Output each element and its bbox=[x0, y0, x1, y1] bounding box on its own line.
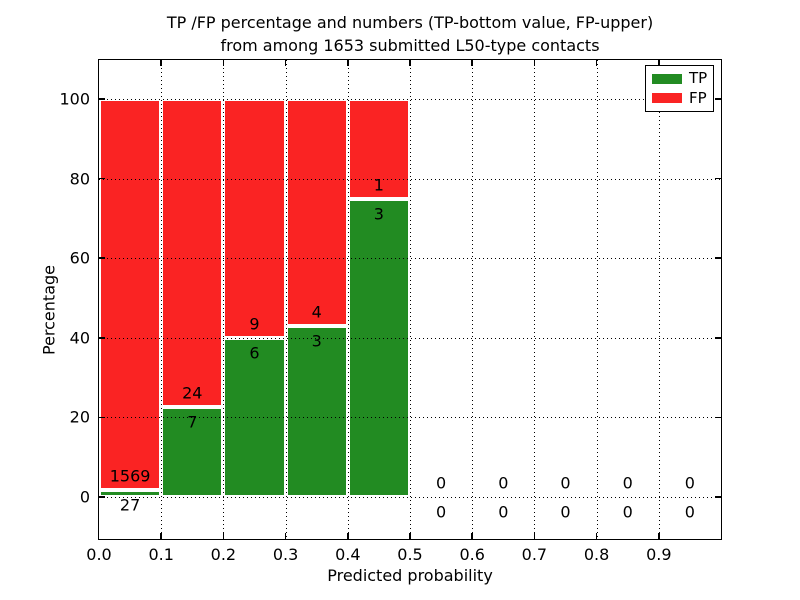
chart-title-line2: from among 1653 submitted L50-type conta… bbox=[220, 36, 600, 55]
fp-legend-swatch bbox=[652, 93, 682, 104]
chart-title-line1: TP /FP percentage and numbers (TP-bottom… bbox=[166, 13, 654, 32]
tp-count-label: 0 bbox=[498, 502, 509, 522]
x-tick bbox=[409, 60, 411, 66]
fp-legend-label: FP bbox=[689, 88, 707, 107]
tp-legend-swatch bbox=[652, 73, 682, 84]
x-tick bbox=[658, 533, 660, 539]
x-tick bbox=[533, 60, 536, 66]
legend-item-tp: TP bbox=[646, 71, 713, 86]
fp-count-label: 0 bbox=[436, 473, 447, 493]
x-tick-label: 0.3 bbox=[272, 545, 299, 564]
y-tick bbox=[715, 98, 721, 100]
v-gridline bbox=[472, 60, 474, 539]
tp-count-label: 0 bbox=[684, 502, 695, 522]
y-tick-label: 20 bbox=[69, 407, 90, 427]
tp-count-label: 3 bbox=[311, 331, 322, 351]
x-tick-label: 0.9 bbox=[646, 545, 672, 564]
x-tick bbox=[658, 60, 660, 66]
v-gridline bbox=[347, 60, 349, 539]
tp-bar bbox=[347, 198, 410, 497]
x-tick bbox=[284, 60, 287, 66]
y-tick-label: 0 bbox=[79, 487, 90, 507]
tp-count-label: 6 bbox=[249, 343, 260, 363]
x-tick-label: 0.2 bbox=[210, 545, 237, 564]
y-tick-label: 40 bbox=[69, 328, 90, 348]
y-tick bbox=[715, 337, 721, 339]
y-tick bbox=[715, 496, 721, 498]
y-tick bbox=[99, 416, 105, 419]
x-tick-label: 0.5 bbox=[397, 545, 423, 564]
fp-count-label: 1569 bbox=[109, 466, 151, 486]
tp-count-label: 0 bbox=[560, 502, 571, 522]
x-tick-label: 0.4 bbox=[335, 545, 361, 564]
x-tick-label: 0.0 bbox=[86, 545, 112, 564]
fp-count-label: 9 bbox=[249, 314, 260, 334]
x-tick bbox=[595, 533, 598, 539]
x-tick-label: 0.8 bbox=[583, 545, 610, 564]
chart-title: TP /FP percentage and numbers (TP-bottom… bbox=[99, 11, 721, 57]
y-tick bbox=[99, 177, 105, 180]
fp-count-label: 0 bbox=[498, 473, 509, 493]
tp-count-label: 7 bbox=[187, 412, 198, 432]
legend-item-fp: FP bbox=[646, 88, 713, 107]
x-tick bbox=[160, 533, 162, 539]
fp-bar bbox=[161, 99, 224, 408]
tp-count-label: 0 bbox=[622, 502, 633, 522]
v-gridline bbox=[658, 60, 660, 539]
fp-bar bbox=[223, 99, 286, 338]
fp-bar bbox=[99, 99, 162, 491]
x-tick-label: 0.7 bbox=[521, 545, 548, 564]
tp-count-label: 3 bbox=[373, 204, 384, 223]
y-tick bbox=[99, 98, 105, 100]
fp-count-label: 1 bbox=[373, 175, 384, 194]
y-tick bbox=[715, 257, 721, 259]
tp-bar bbox=[161, 407, 224, 497]
x-tick bbox=[347, 533, 349, 539]
y-tick-label: 80 bbox=[69, 169, 90, 189]
fp-bar bbox=[285, 99, 348, 327]
tp-bar bbox=[285, 326, 348, 497]
x-tick bbox=[409, 533, 411, 539]
x-tick bbox=[160, 60, 162, 66]
x-tick bbox=[471, 533, 473, 539]
fp-count-label: 0 bbox=[622, 473, 633, 493]
plot-area: TP FP 1569 27 24 7 9 6 4 3 1 3 0 0 0 0 0 0 0 0 0 0 0 20 40 60 80… bbox=[59, 59, 722, 564]
tp-count-label: 0 bbox=[436, 502, 447, 522]
x-tick-label: 0.1 bbox=[148, 545, 174, 564]
y-tick bbox=[99, 337, 105, 339]
fp-count-label: 4 bbox=[311, 302, 322, 322]
tp-legend-label: TP bbox=[689, 69, 708, 88]
x-tick bbox=[533, 533, 536, 539]
fp-count-label: 0 bbox=[684, 473, 695, 493]
v-gridline bbox=[161, 60, 163, 539]
v-gridline bbox=[285, 60, 287, 539]
v-gridline bbox=[534, 60, 536, 539]
x-axis-label: Predicted probability bbox=[327, 566, 493, 585]
y-tick bbox=[715, 177, 721, 180]
tp-count-label: 27 bbox=[119, 495, 141, 515]
x-tick bbox=[284, 533, 287, 539]
v-gridline bbox=[596, 60, 598, 539]
fp-count-label: 0 bbox=[560, 473, 571, 493]
v-gridline bbox=[223, 60, 225, 539]
y-tick bbox=[99, 496, 105, 498]
fp-count-label: 24 bbox=[182, 383, 203, 403]
y-tick-label: 100 bbox=[59, 89, 90, 109]
x-tick bbox=[347, 60, 349, 66]
x-tick bbox=[222, 533, 225, 539]
x-tick bbox=[471, 60, 473, 66]
x-tick bbox=[222, 60, 225, 66]
legend: TP FP bbox=[645, 65, 714, 112]
tp-bar bbox=[99, 490, 162, 497]
y-tick bbox=[99, 257, 105, 259]
y-tick bbox=[715, 416, 721, 419]
y-tick-label: 60 bbox=[69, 248, 90, 268]
x-tick bbox=[595, 60, 598, 66]
v-gridline bbox=[410, 60, 411, 539]
x-tick-label: 0.6 bbox=[459, 545, 485, 564]
